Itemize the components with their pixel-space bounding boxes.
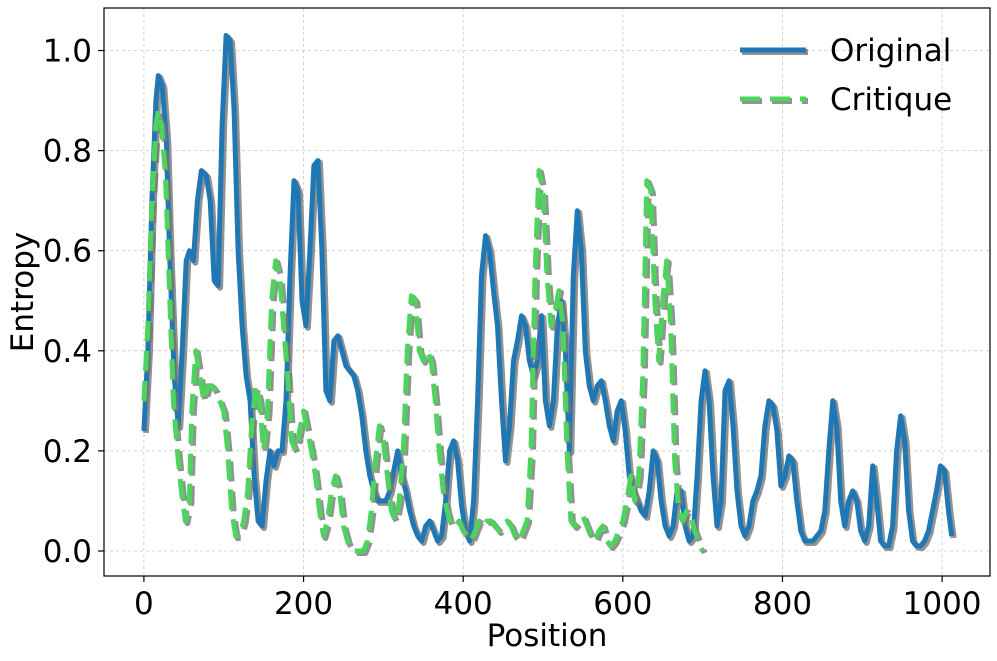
legend: Original Critique — [740, 33, 952, 118]
x-tick-label: 800 — [753, 586, 812, 622]
x-tick-label: 400 — [434, 586, 493, 622]
legend-label-critique: Critique — [830, 82, 952, 118]
plot-frame — [103, 7, 991, 577]
x-tick-label: 600 — [593, 586, 652, 622]
series-line-original — [141, 33, 955, 549]
x-tick-label: 200 — [274, 586, 333, 622]
axis-ticks: 0 200 400 600 800 1000 0.0 0.2 0.4 0.6 0.8 1.0 — [43, 34, 982, 622]
x-axis-label: Position — [487, 618, 608, 654]
y-tick-label: 0.4 — [43, 334, 92, 370]
x-tick-label: 0 — [134, 586, 154, 622]
series-shadow-critique — [142, 109, 708, 556]
y-axis-label: Entropy — [5, 232, 41, 352]
y-tick-label: 1.0 — [43, 34, 92, 70]
x-tick-label: 1000 — [903, 586, 982, 622]
y-tick-label: 0.8 — [43, 134, 92, 170]
legend-label-original: Original — [830, 33, 951, 69]
series-layer — [141, 33, 957, 556]
series-line-critique — [141, 108, 705, 554]
y-tick-label: 0.2 — [43, 434, 92, 470]
y-tick-label: 0.0 — [43, 534, 92, 570]
y-tick-label: 0.6 — [43, 234, 92, 270]
